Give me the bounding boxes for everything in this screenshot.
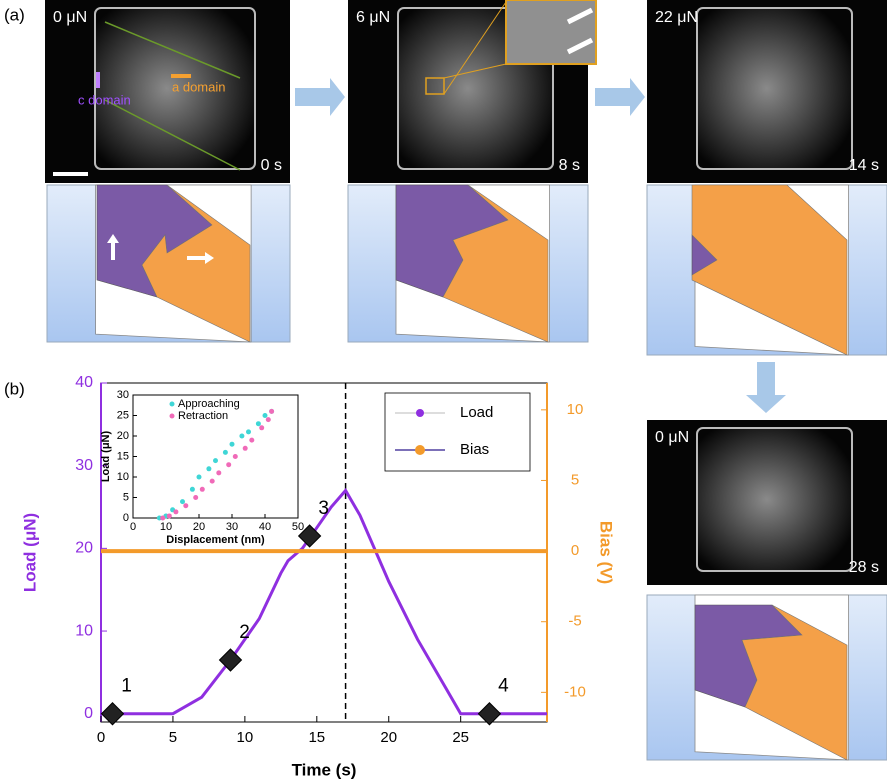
y-tick-label: 0	[84, 705, 93, 722]
inset-x-tick-label: 40	[259, 521, 271, 533]
x-tick-label: 15	[308, 729, 325, 746]
inset-x-tick-label: 50	[292, 521, 304, 533]
arrow	[746, 362, 786, 413]
inset-y-tick-label: 0	[123, 512, 129, 524]
zoom-inset	[506, 0, 596, 64]
inset-point	[226, 462, 231, 467]
inset-point	[259, 425, 264, 430]
y-axis-label: Load (μN)	[20, 513, 39, 592]
x-tick-label: 10	[237, 729, 254, 746]
y2-tick-label: 5	[571, 471, 579, 488]
inset-point	[200, 487, 205, 492]
y-tick-label: 30	[75, 457, 93, 474]
x-tick-label: 25	[452, 729, 469, 746]
domain-arrow	[96, 72, 100, 88]
x-tick-label: 0	[97, 729, 105, 746]
inset-x-tick-label: 20	[193, 521, 205, 533]
inset-x-tick-label: 10	[160, 521, 172, 533]
legend-label: Load	[460, 404, 493, 421]
arrow	[295, 78, 345, 116]
inset-x-tick-label: 30	[226, 521, 238, 533]
inset-point	[160, 516, 165, 521]
inset-point	[246, 429, 251, 434]
state-label: 3	[318, 498, 329, 519]
legend-swatch	[415, 445, 425, 455]
inset-y-tick-label: 25	[117, 409, 129, 421]
figure: (a) (b) 0 μN 0 s 6 μN 8 s 22 μN 14 s 0 μN 28 s c…	[0, 0, 887, 783]
inset-point	[243, 446, 248, 451]
inset-point	[180, 499, 185, 504]
inset-point	[213, 458, 218, 463]
y2-tick-label: 10	[567, 401, 584, 418]
inset-point	[249, 438, 254, 443]
x-axis-label: Time (s)	[292, 760, 357, 779]
state-marker	[478, 703, 500, 725]
inset-point	[173, 509, 178, 514]
inset-point	[190, 487, 195, 492]
time-label: 0 s	[261, 157, 282, 174]
domain-label: a domain	[172, 79, 225, 94]
inset-y-tick-label: 20	[117, 430, 129, 442]
inset-y-tick-label: 5	[123, 491, 129, 503]
state-label: 2	[239, 622, 250, 643]
inset-point	[206, 466, 211, 471]
panel-label: (a)	[4, 5, 25, 24]
load-label: 22 μN	[655, 9, 698, 26]
inset-point	[210, 479, 215, 484]
micrograph-field	[697, 8, 852, 169]
inset-y-tick-label: 30	[117, 389, 129, 401]
inset-point	[197, 475, 202, 480]
legend-swatch	[416, 409, 424, 417]
inset-x-label: Displacement (nm)	[166, 534, 265, 546]
time-label: 8 s	[559, 157, 580, 174]
inset-point	[216, 470, 221, 475]
y2-tick-label: -5	[568, 613, 581, 630]
y-tick-label: 10	[75, 622, 93, 639]
y-tick-label: 20	[75, 540, 93, 557]
y2-tick-label: 0	[571, 542, 579, 559]
load-label: 6 μN	[356, 9, 390, 26]
y2-tick-label: -10	[564, 683, 586, 700]
inset-point	[183, 503, 188, 508]
load-label: 0 μN	[53, 9, 87, 26]
inset-point	[193, 495, 198, 500]
legend-label: Bias	[460, 441, 489, 458]
inset-y-tick-label: 10	[117, 471, 129, 483]
inset-point	[223, 450, 228, 455]
inset-point	[239, 434, 244, 439]
inset-legend-label: Approaching	[178, 398, 240, 410]
inset-legend-swatch	[170, 414, 175, 419]
micrograph-field	[697, 428, 852, 571]
inset-y-label: Load (μN)	[100, 431, 112, 483]
x-tick-label: 20	[380, 729, 397, 746]
inset-point	[266, 417, 271, 422]
inset-x-tick-label: 0	[130, 521, 136, 533]
state-label: 4	[498, 676, 509, 697]
inset-legend-swatch	[170, 402, 175, 407]
inset-y-tick-label: 15	[117, 450, 129, 462]
inset-point	[269, 409, 274, 414]
y-tick-label: 40	[75, 374, 93, 391]
domain-label: c domain	[78, 92, 131, 107]
state-marker	[102, 703, 124, 725]
inset-legend-label: Retraction	[178, 410, 228, 422]
state-label: 1	[121, 676, 132, 697]
inset-point	[230, 442, 235, 447]
inset-point	[256, 421, 261, 426]
x-tick-label: 5	[169, 729, 177, 746]
legend	[385, 393, 530, 471]
time-label: 14 s	[849, 157, 879, 174]
inset-point	[167, 513, 172, 518]
time-label: 28 s	[849, 559, 879, 576]
arrow	[595, 78, 645, 116]
inset-point	[263, 413, 268, 418]
y2-axis-label: Bias (V)	[597, 521, 616, 584]
domain-arrow	[171, 74, 191, 78]
panel-label: (b)	[4, 379, 25, 398]
load-label: 0 μN	[655, 429, 689, 446]
inset-point	[233, 454, 238, 459]
